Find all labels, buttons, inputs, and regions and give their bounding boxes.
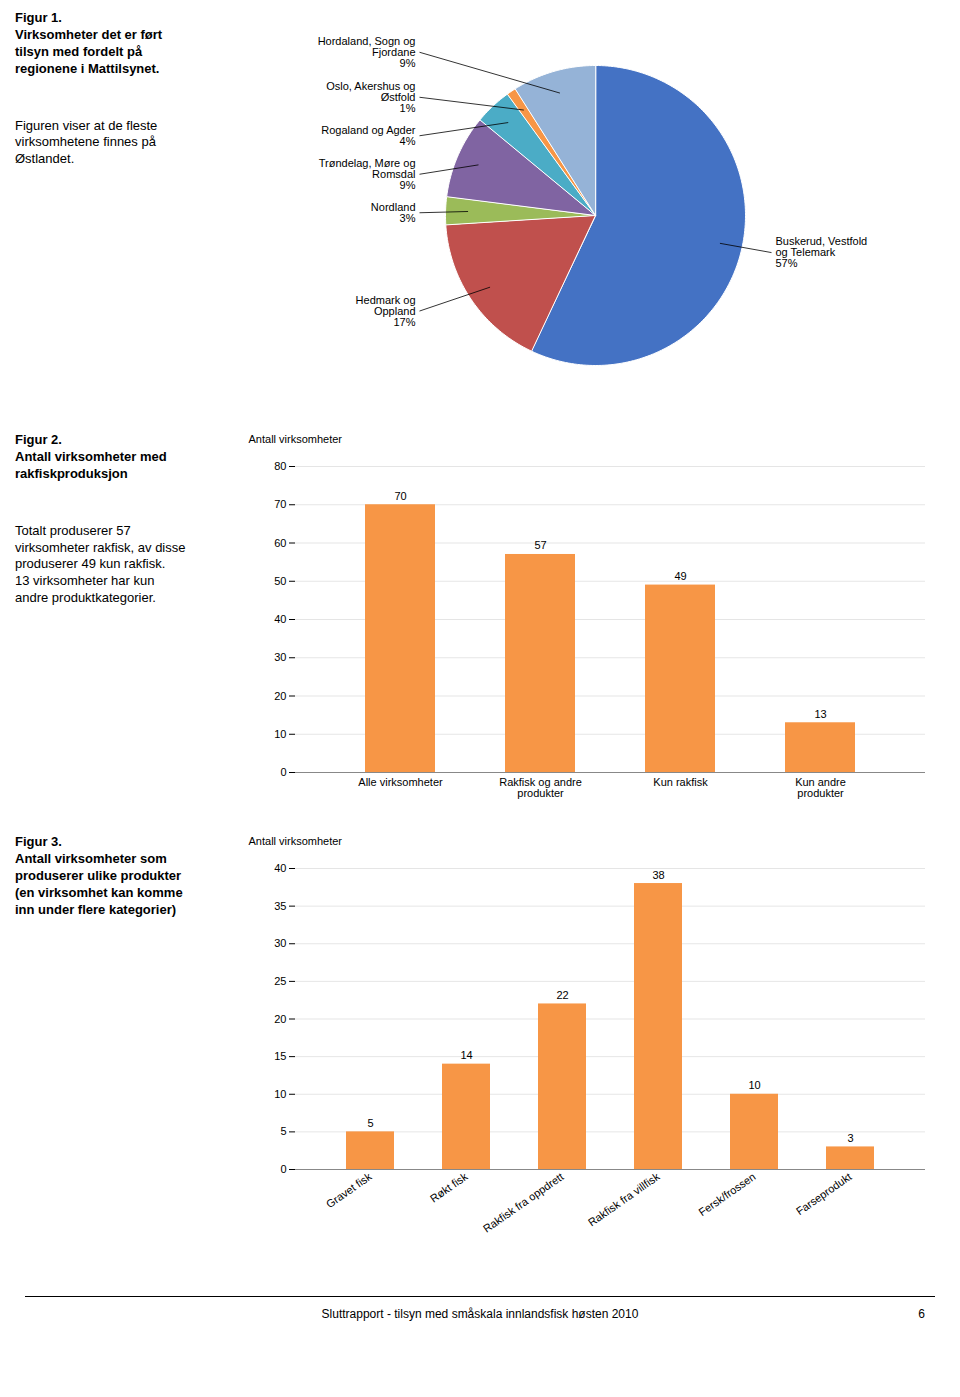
svg-text:10: 10 (274, 1088, 286, 1100)
svg-text:35: 35 (274, 900, 286, 912)
svg-text:0: 0 (280, 1163, 286, 1175)
svg-text:0: 0 (280, 766, 286, 778)
svg-text:Kun rakfisk: Kun rakfisk (653, 776, 708, 788)
svg-text:50: 50 (274, 575, 286, 587)
svg-text:Rakfisk fra oppdrett: Rakfisk fra oppdrett (481, 1170, 566, 1235)
svg-text:30: 30 (274, 937, 286, 949)
svg-text:70: 70 (274, 498, 286, 510)
svg-text:5: 5 (280, 1125, 286, 1137)
html-text:Sluttrapport - tilsyn med smås: Sluttrapport - tilsyn med småskala innla… (321, 1307, 639, 1321)
svg-text:20: 20 (274, 1013, 286, 1025)
svg-text:Gravet fisk: Gravet fisk (324, 1170, 374, 1210)
html-text:Totalt produserer 57 virksomhe: Totalt produserer 57 virksomheter rakfis… (15, 522, 186, 606)
svg-text:13: 13 (814, 708, 826, 720)
svg-text:70: 70 (394, 490, 406, 502)
svg-text:20: 20 (274, 690, 286, 702)
svg-text:Buskerud, Vestfoldog Telemark5: Buskerud, Vestfoldog Telemark57% (776, 235, 868, 269)
svg-text:Antall virksomheter: Antall virksomheter (249, 433, 343, 445)
svg-text:40: 40 (274, 613, 286, 625)
svg-text:Rogaland og Agder4%: Rogaland og Agder4% (321, 124, 416, 147)
svg-text:30: 30 (274, 651, 286, 663)
svg-text:57: 57 (534, 539, 546, 551)
svg-text:14: 14 (460, 1049, 472, 1061)
svg-text:Antall virksomheter: Antall virksomheter (249, 835, 343, 847)
svg-text:60: 60 (274, 537, 286, 549)
svg-text:10: 10 (748, 1079, 760, 1091)
svg-text:Rakfisk fra villfisk: Rakfisk fra villfisk (586, 1170, 662, 1228)
html-text:Figur 1. Virksomheter det er f: Figur 1. Virksomheter det er ført tilsyn… (15, 10, 163, 76)
svg-text:40: 40 (274, 862, 286, 874)
svg-text:Rakfisk og andreprodukter: Rakfisk og andreprodukter (499, 776, 582, 799)
svg-text:Trøndelag, Møre ogRomsdal9%: Trøndelag, Møre ogRomsdal9% (319, 157, 416, 191)
svg-text:Fersk/frossen: Fersk/frossen (696, 1170, 757, 1218)
svg-text:3: 3 (847, 1132, 853, 1144)
svg-text:Kun andreprodukter: Kun andreprodukter (795, 776, 846, 799)
html-text:Figur 3. Antall virksomheter s: Figur 3. Antall virksomheter som produse… (15, 834, 183, 917)
svg-text:Farseprodukt: Farseprodukt (794, 1170, 854, 1217)
svg-text:22: 22 (556, 989, 568, 1001)
html-text:6: 6 (918, 1307, 925, 1321)
svg-text:Røkt fisk: Røkt fisk (428, 1170, 470, 1205)
svg-text:Alle virksomheter: Alle virksomheter (358, 776, 443, 788)
html-text:Figur 2. Antall virksomheter m: Figur 2. Antall virksomheter med rakfisk… (15, 432, 167, 481)
svg-text:Hedmark ogOppland17%: Hedmark ogOppland17% (356, 294, 416, 328)
svg-text:Oslo, Akershus ogØstfold1%: Oslo, Akershus ogØstfold1% (326, 80, 415, 114)
svg-text:25: 25 (274, 975, 286, 987)
svg-text:38: 38 (652, 869, 664, 881)
svg-text:10: 10 (274, 728, 286, 740)
svg-text:Hordaland, Sogn ogFjordane9%: Hordaland, Sogn ogFjordane9% (318, 35, 416, 69)
svg-text:49: 49 (674, 570, 686, 582)
html-text:Figuren viser at de fleste vir: Figuren viser at de fleste virksomhetene… (15, 117, 158, 167)
svg-text:5: 5 (367, 1117, 373, 1129)
svg-text:Nordland3%: Nordland3% (371, 201, 416, 224)
svg-text:15: 15 (274, 1050, 286, 1062)
svg-text:80: 80 (274, 460, 286, 472)
